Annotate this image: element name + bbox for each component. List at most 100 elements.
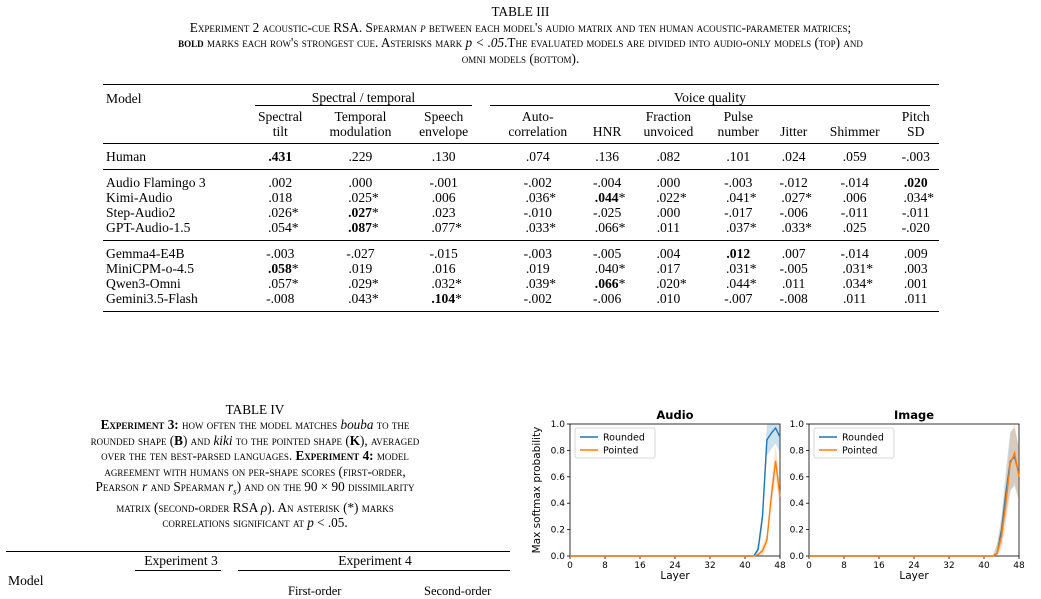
table-cell: .034* <box>903 190 935 205</box>
table-cell: .074 <box>480 143 584 170</box>
y-tick-label: 0.6 <box>551 473 566 483</box>
legend-label: Rounded <box>603 433 645 444</box>
table-cell: -.008 <box>770 291 817 312</box>
y-tick-label: 0.4 <box>790 499 805 509</box>
table-cell: .058* <box>267 261 299 276</box>
table-cell: -.017 <box>724 205 753 220</box>
table-cell: .034* <box>842 276 873 291</box>
model-name: GPT-Audio-1.5 <box>106 220 191 235</box>
table4-exp3-header: Experiment 3 <box>144 553 218 568</box>
y-tick-label: 0.8 <box>790 446 805 456</box>
x-tick-label: 16 <box>634 561 646 571</box>
table-cell: -.014 <box>816 169 893 190</box>
table-cell: .000 <box>630 169 707 190</box>
table-cell: .033* <box>781 220 812 235</box>
table-cell: -.002 <box>480 291 584 312</box>
table-cell: .026* <box>267 205 299 220</box>
table4-caption-line: Experiment 3: how often the model matche… <box>100 417 410 433</box>
table-cell: .011 <box>656 220 680 235</box>
x-tick-label: 32 <box>943 561 954 571</box>
x-tick-label: 8 <box>602 561 608 571</box>
series-band-rounded <box>809 428 1019 556</box>
table-cell: .020* <box>656 276 687 291</box>
table-cell: -.012 <box>770 169 817 190</box>
x-tick-label: 16 <box>873 561 885 571</box>
table-cell: .006 <box>431 190 456 205</box>
table-cell: -.005 <box>779 261 808 276</box>
t3-col-header: Fraction unvoiced <box>643 109 694 139</box>
table-cell: .059 <box>816 143 893 170</box>
table3-group-spectral: Spectral / temporal <box>255 90 472 106</box>
model-name: Human <box>103 143 247 170</box>
x-tick-label: 0 <box>567 561 573 571</box>
table-cell: .057* <box>267 276 299 291</box>
y-tick-label: 0.0 <box>551 552 566 562</box>
chart-legend: Rounded Pointed <box>574 427 656 459</box>
model-name: Step-Audio2 <box>106 205 176 220</box>
t3-col-header: Auto-correlation <box>508 109 568 139</box>
table-cell: .000 <box>656 205 681 220</box>
table-cell: .041* <box>726 190 757 205</box>
table-cell: -.001 <box>406 169 481 190</box>
table-cell: .002 <box>246 169 315 190</box>
table-cell: .043* <box>314 291 407 312</box>
table3-caption-line3: omni models (bottom). <box>461 50 580 66</box>
table-cell: .020 <box>892 169 939 190</box>
table-row: Human .431.229.130.074.136.082.101.024.05… <box>103 143 939 170</box>
table-cell: .017 <box>656 261 681 276</box>
table-cell: .000 <box>314 169 407 190</box>
table-cell: .016 <box>431 261 456 276</box>
table4-model-header: Model <box>8 573 44 588</box>
table-cell: .011 <box>782 276 806 291</box>
table-row: Step-Audio2 .026* .027* .023 -.010 -.025 .000 -… <box>103 205 939 220</box>
model-name: MiniCPM-o-4.5 <box>106 261 194 276</box>
table-row: Gemma4-E4B -.003 -.027 -.015 -.003 -.005.004.… <box>103 240 939 261</box>
table3-caption: TABLE III Experiment 2 acoustic-cue RSA.… <box>0 4 1041 66</box>
x-tick-label: 32 <box>704 561 715 571</box>
table-cell: .044* <box>594 190 626 205</box>
legend-label: Pointed <box>842 446 877 457</box>
table-cell: -.008 <box>246 291 315 312</box>
table-cell: -.015 <box>406 240 481 261</box>
table-row: Qwen3-Omni .057* .029* .032* .039* .066* .020*… <box>103 276 939 291</box>
series-line-rounded <box>809 455 1020 557</box>
y-tick-label: 1.0 <box>551 420 566 430</box>
t3-col-header: HNR <box>592 124 622 139</box>
model-name: Kimi-Audio <box>106 190 173 205</box>
t3-col-header: Spectral tilt <box>257 109 303 139</box>
table4-second-order-header: Second-order <box>424 584 492 598</box>
legend-label: Pointed <box>603 446 638 457</box>
table-row: Audio Flamingo 3.002.000 -.001 -.002 -.004.… <box>103 169 939 190</box>
series-band-pointed <box>570 445 780 556</box>
chart-panel-audio: Audio 0 8 16 24 32 40 48 0.0 0.2 0.4 0.6 0.8 1.0 Layer… <box>531 408 786 582</box>
table4-caption: TABLE IV Experiment 3: how often the mod… <box>0 402 510 531</box>
table-cell: -.003 <box>246 240 315 261</box>
table-cell: -.004 <box>583 169 631 190</box>
table-cell: .229 <box>314 143 407 170</box>
table3-label: TABLE III <box>491 4 550 19</box>
y-tick-label: 0.2 <box>790 526 804 536</box>
t3-col-header: Speech envelope <box>419 109 469 139</box>
model-name: Qwen3-Omni <box>106 276 181 291</box>
table-row: Gemini3.5-Flash -.008.043* .104* -.002 -.006… <box>103 291 939 312</box>
table-cell: -.011 <box>901 205 930 220</box>
series-band-pointed <box>809 424 1019 556</box>
table-cell: .104* <box>406 291 481 312</box>
table-cell: -.003 <box>706 169 771 190</box>
table4-caption-line: correlations significant at p < .05. <box>162 515 348 531</box>
x-tick-label: 40 <box>739 561 751 571</box>
table4-exp4-header: Experiment 4 <box>338 553 412 568</box>
table-cell: .003 <box>903 261 928 276</box>
table-cell: .006 <box>842 190 867 205</box>
table-cell: .027* <box>348 205 379 220</box>
table-cell: .011 <box>892 291 939 312</box>
table-cell: .044* <box>726 276 757 291</box>
table4-label: TABLE IV <box>225 402 285 417</box>
table-cell: -.007 <box>706 291 771 312</box>
table-cell: -.010 <box>523 205 552 220</box>
y-tick-label: 0.6 <box>790 473 805 483</box>
y-tick-label: 0.2 <box>551 526 565 536</box>
table-cell: .009 <box>892 240 939 261</box>
table3: Model Spectral / temporal Voice quality … <box>103 84 939 312</box>
chart-title: Image <box>894 408 934 422</box>
